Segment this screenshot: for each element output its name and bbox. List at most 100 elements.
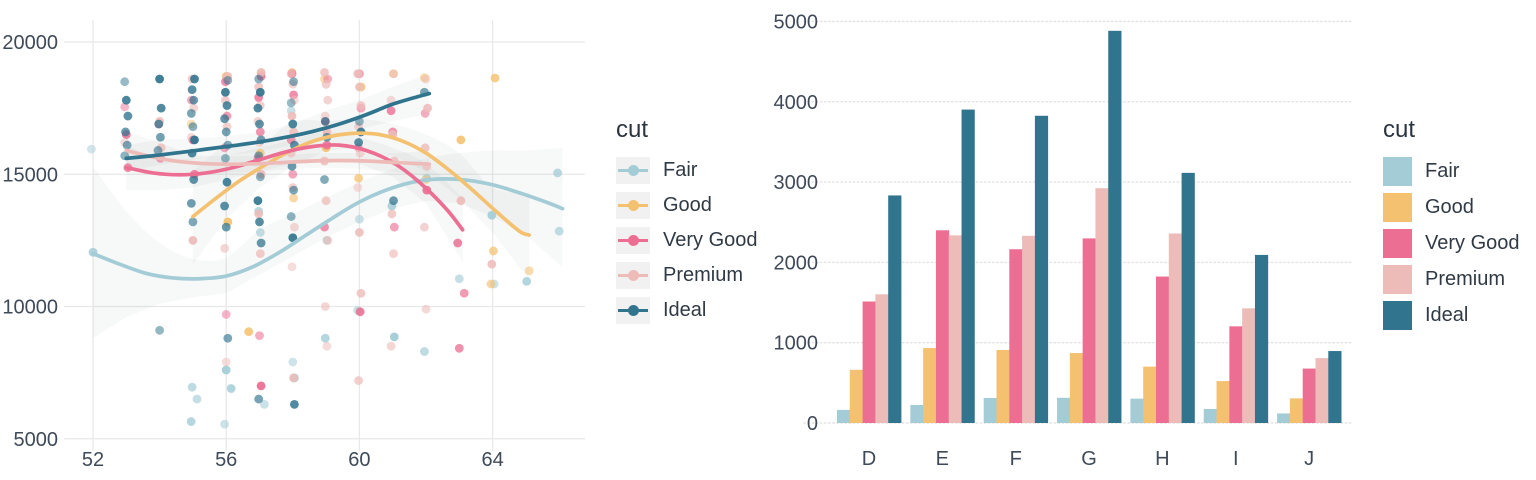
scatter-point (123, 111, 133, 121)
scatter-point (120, 77, 130, 87)
bar-d-premium (875, 294, 889, 423)
smooth-line-key-icon (616, 297, 650, 324)
legend-label: Premium (1425, 268, 1506, 290)
scatter-point (121, 95, 131, 105)
scatter-point (226, 384, 236, 393)
bar-h-good (1143, 366, 1157, 423)
scatter-point (220, 243, 230, 253)
bar-j-very-good (1302, 368, 1316, 423)
bar-h-premium (1168, 233, 1182, 423)
legend-item-premium: Premium (1383, 265, 1520, 294)
scatter-point (423, 103, 432, 113)
scatter-point (321, 196, 331, 206)
scatter-point (256, 381, 266, 391)
scatter-point (286, 69, 296, 79)
scatter-point (221, 365, 231, 375)
scatter-point (320, 116, 330, 126)
scatter-point (320, 333, 330, 343)
scatter-point (253, 196, 263, 206)
bar-g-very-good (1082, 238, 1096, 423)
bar-f-ideal (1034, 115, 1049, 423)
y-tick-label: 3000 (774, 172, 819, 194)
scatter-point (389, 332, 399, 342)
legend-item-fair: Fair (1383, 157, 1520, 186)
scatter-point (220, 419, 230, 429)
scatter-point (222, 101, 232, 110)
scatter-point (554, 226, 564, 236)
smooth-curve-very-good (124, 143, 465, 232)
scatter-point (187, 85, 197, 95)
scatter-point (486, 279, 496, 289)
scatter-point (255, 228, 265, 237)
scatter-point (323, 95, 333, 105)
scatter-point (420, 222, 429, 232)
scatter-point (255, 127, 265, 137)
grouped-bar-chart: 0 1000 2000 3000 4000 5000 D E F G H I J cut Fair Go… (740, 0, 1536, 480)
bar-i-premium (1242, 308, 1256, 423)
y-tick-label: 1000 (774, 333, 819, 355)
bar-i-ideal (1254, 254, 1269, 423)
scatter-point (288, 169, 298, 179)
bar-d-ideal (888, 195, 902, 423)
scatter-point (490, 73, 500, 83)
scatter-point (421, 304, 431, 314)
scatter-point (153, 146, 163, 155)
scatter-point (320, 302, 330, 311)
scatter-point (389, 249, 398, 258)
bar-j-good (1289, 398, 1304, 423)
scatter-point (420, 347, 429, 356)
scatter-point (354, 376, 363, 385)
scatter-point (553, 168, 562, 178)
scatter-point (221, 357, 231, 367)
scatter-point (289, 77, 298, 87)
y-tick-label: 15000 (2, 164, 58, 186)
scatter-point (322, 341, 332, 351)
bars (837, 30, 1342, 424)
bar-j-premium (1315, 358, 1329, 423)
confidence-ribbon (126, 131, 430, 177)
scatter-point (120, 102, 130, 112)
scatter-point (288, 357, 298, 367)
x-category-label: F (1010, 448, 1022, 470)
scatter-point (454, 343, 464, 353)
scatter-point (289, 193, 298, 203)
scatter-point (254, 394, 264, 404)
scatter-point (154, 119, 164, 129)
bar-h-ideal (1181, 172, 1195, 423)
legend-label: Fair (1425, 160, 1460, 182)
legend-label: Good (1425, 196, 1474, 218)
y-tick-label: 20000 (2, 32, 58, 54)
confidence-ribbon (93, 147, 563, 339)
scatter-point (320, 68, 329, 77)
x-category-label: H (1155, 448, 1169, 470)
scatter-point (189, 175, 199, 184)
bar-i-very-good (1229, 326, 1243, 423)
scatter-point (190, 74, 199, 84)
scatter-point (287, 262, 297, 272)
legend-item-good: Good (616, 192, 758, 219)
scatter-point (355, 214, 364, 224)
legend-item-very-good: Very Good (1383, 229, 1520, 258)
scatter-point (386, 106, 396, 116)
scatter-point (255, 87, 265, 97)
scatter-point (260, 399, 269, 409)
scatter-point (223, 333, 233, 343)
scatter-point (286, 212, 296, 221)
scatter-point (186, 417, 196, 426)
scatter-point (355, 82, 364, 92)
bar-plot-area: 0 1000 2000 3000 4000 5000 D E F G H I J (774, 12, 1353, 470)
scatter-point (287, 111, 297, 121)
right-legend-title: cut (1383, 116, 1416, 143)
scatter-point (254, 209, 264, 219)
scatter-point (223, 75, 233, 85)
x-tick-label: 60 (348, 449, 370, 471)
scatter-point (355, 228, 364, 237)
color-swatch-icon (1383, 193, 1412, 222)
scatter-point (288, 233, 298, 243)
scatter-point (289, 185, 298, 195)
scatter-point (256, 68, 266, 77)
scatter-point (389, 69, 398, 79)
bar-g-fair (1057, 397, 1071, 423)
scatter-point (187, 382, 197, 392)
scatter-point (188, 122, 198, 132)
